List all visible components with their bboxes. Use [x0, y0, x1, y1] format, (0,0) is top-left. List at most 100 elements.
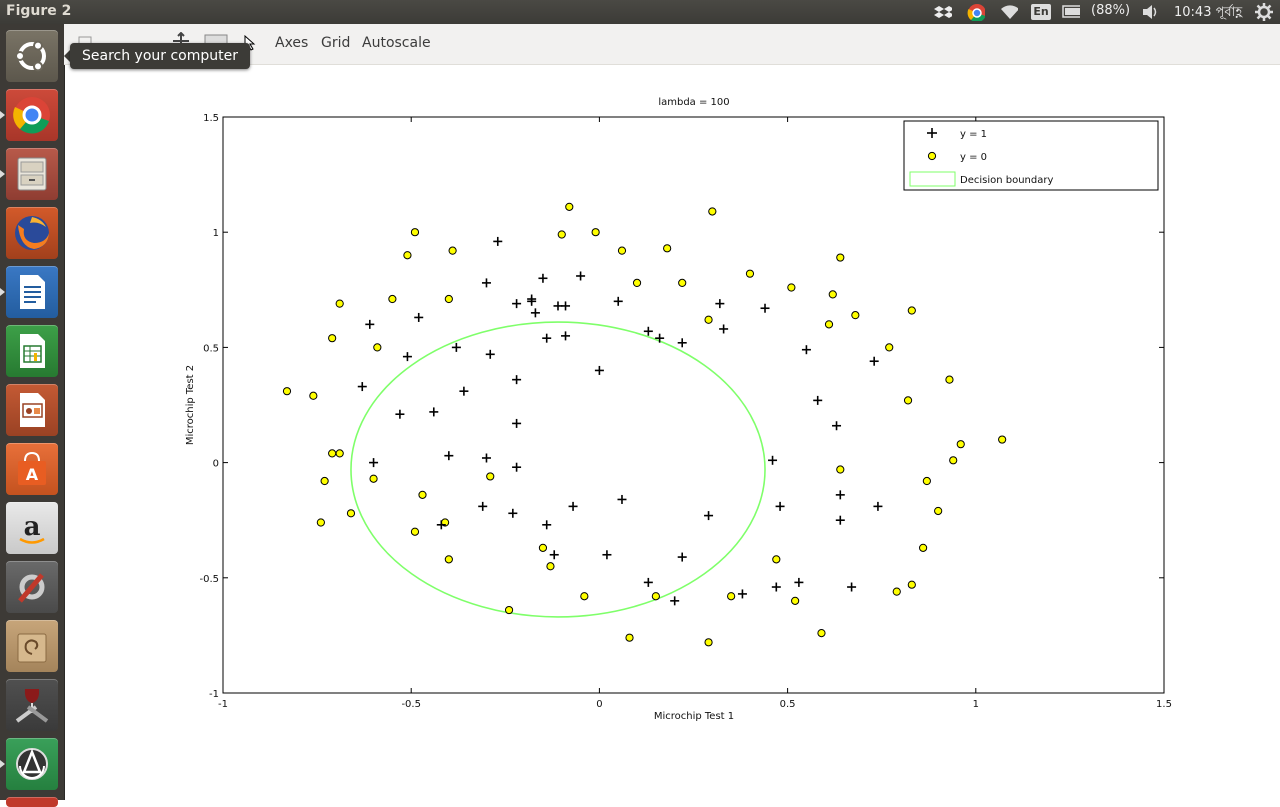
writer-launcher[interactable] — [6, 266, 58, 318]
battery-icon[interactable] — [1062, 5, 1080, 23]
legend-box — [903, 120, 1159, 191]
negative-point — [328, 334, 337, 343]
positive-point — [493, 236, 503, 246]
negative-point — [632, 278, 642, 287]
amazon-icon: a — [19, 512, 45, 544]
positive-point — [775, 501, 785, 511]
keyboard-layout-indicator[interactable]: En — [1031, 4, 1051, 20]
positive-point — [512, 418, 522, 428]
negative-point — [903, 396, 913, 405]
positive-point — [365, 319, 375, 329]
negative-point — [678, 278, 687, 287]
negative-point — [440, 518, 450, 527]
system-settings-launcher[interactable] — [6, 561, 58, 613]
running-indicator — [0, 170, 5, 178]
calc-launcher[interactable] — [6, 325, 58, 377]
settings-wrench-icon — [18, 573, 45, 603]
positive-point — [643, 577, 653, 587]
toolbar-axes[interactable]: Axes — [275, 35, 309, 51]
x-tick-label: -1 — [218, 699, 228, 710]
positive-point — [643, 326, 653, 336]
impress-launcher[interactable] — [6, 384, 58, 436]
x-tick-label: 0.5 — [780, 699, 796, 710]
shopping-bag-icon: A — [18, 451, 46, 485]
positive-point — [613, 296, 623, 306]
firefox-launcher[interactable] — [6, 207, 58, 259]
legend-circle-marker — [927, 151, 937, 161]
amazon-launcher[interactable]: a — [6, 502, 58, 554]
axes-box — [222, 116, 1165, 694]
toolbar-grid[interactable]: Grid — [321, 35, 351, 51]
positive-point — [542, 333, 552, 343]
updater-launcher[interactable] — [6, 738, 58, 790]
positive-points — [357, 236, 883, 606]
positive-point — [553, 301, 563, 311]
negative-point — [907, 306, 916, 315]
positive-point — [719, 324, 729, 334]
wifi-icon[interactable] — [1000, 3, 1018, 21]
files-launcher[interactable] — [6, 148, 58, 200]
negative-point — [836, 465, 845, 474]
positive-point — [542, 520, 552, 530]
negative-point — [388, 294, 397, 304]
positive-point — [768, 455, 778, 465]
legend-label-boundary: Decision boundary — [960, 175, 1053, 186]
negative-point — [373, 343, 382, 352]
negative-point — [557, 230, 566, 239]
negative-point — [998, 435, 1007, 444]
positive-point — [771, 582, 781, 592]
archive-launcher[interactable] — [6, 620, 58, 672]
negative-point — [787, 283, 796, 292]
positive-point — [704, 511, 714, 521]
tooltip-arrow — [64, 49, 71, 63]
negative-point — [418, 490, 427, 499]
negative-point — [892, 587, 901, 596]
positive-point — [561, 301, 571, 311]
negative-point — [328, 449, 337, 458]
negative-point — [922, 476, 931, 486]
positive-point — [677, 338, 687, 348]
chrome-launcher[interactable] — [6, 89, 58, 141]
negative-point — [824, 320, 834, 329]
legend: y = 1 y = 0 Decision boundary — [903, 120, 1159, 191]
gear-icon[interactable] — [1255, 3, 1273, 21]
positive-point — [402, 352, 412, 362]
negative-point — [444, 294, 453, 304]
svg-text:a: a — [24, 512, 41, 542]
positive-point — [576, 271, 586, 281]
negative-point — [934, 506, 943, 516]
negative-point — [335, 299, 344, 308]
clock[interactable]: 10:43 পূর্বাহ্ণ — [1174, 5, 1243, 20]
negative-point — [617, 246, 627, 255]
volume-icon[interactable] — [1141, 3, 1159, 21]
negative-point — [486, 472, 495, 481]
positive-point — [670, 596, 680, 606]
dash-home-button[interactable] — [6, 30, 58, 82]
software-center-launcher[interactable]: A — [6, 443, 58, 495]
negative-point — [945, 375, 954, 384]
running-indicator — [0, 111, 5, 119]
legend-label-negative: y = 0 — [960, 152, 987, 163]
chrome-icon — [13, 97, 50, 134]
wine-launcher[interactable] — [6, 679, 58, 731]
positive-point — [395, 409, 405, 419]
positive-point — [429, 407, 439, 417]
negative-point — [546, 562, 555, 571]
y-tick-labels: -1 -0.5 0 0.5 1 1.5 — [199, 113, 219, 700]
wine-glass-icon — [15, 689, 49, 723]
updater-icon — [16, 748, 48, 780]
spreadsheet-icon — [20, 334, 45, 368]
positive-point — [481, 453, 491, 463]
dropbox-icon[interactable] — [934, 3, 952, 21]
toolbar-autoscale[interactable]: Autoscale — [362, 35, 431, 51]
positive-point — [794, 577, 804, 587]
positive-point — [617, 494, 627, 504]
negative-point — [538, 543, 548, 552]
positive-point — [530, 308, 540, 318]
launcher-item-partial[interactable] — [6, 797, 58, 807]
chrome-icon[interactable] — [967, 3, 985, 21]
negative-point — [828, 290, 837, 299]
negative-point — [504, 605, 514, 615]
negative-point — [320, 476, 329, 486]
legend-plus-marker — [927, 128, 937, 138]
